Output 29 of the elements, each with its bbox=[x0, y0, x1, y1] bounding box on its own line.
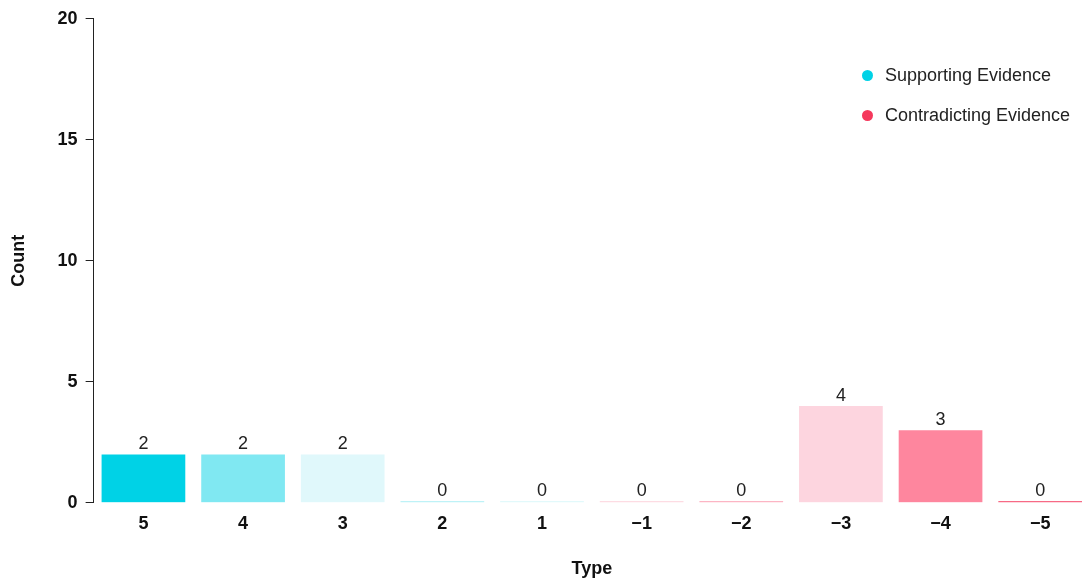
y-tick-label: 0 bbox=[67, 491, 78, 512]
data-label: 2 bbox=[138, 433, 149, 454]
y-tick-label: 20 bbox=[57, 7, 78, 28]
data-label: 2 bbox=[238, 433, 249, 454]
data-label: 0 bbox=[536, 480, 547, 501]
data-label: 0 bbox=[636, 480, 647, 501]
x-tick-label: −5 bbox=[1029, 512, 1051, 533]
y-axis-title: Count bbox=[7, 234, 28, 287]
y-tick-label: 15 bbox=[57, 128, 78, 149]
y-tick-label: 5 bbox=[67, 370, 78, 391]
data-label: 3 bbox=[935, 409, 946, 430]
legend-label: Contradicting Evidence bbox=[883, 103, 1070, 127]
x-tick-label: −1 bbox=[631, 512, 652, 533]
data-label: 2 bbox=[337, 433, 348, 454]
y-tick-label: 10 bbox=[57, 249, 78, 270]
x-tick-label: −3 bbox=[830, 512, 852, 533]
x-tick-label: 4 bbox=[238, 512, 249, 533]
x-tick-label: 3 bbox=[337, 512, 348, 533]
data-label: 4 bbox=[835, 384, 846, 405]
legend-label: Supporting Evidence bbox=[883, 63, 1052, 87]
x-tick-label: 2 bbox=[437, 512, 448, 533]
x-axis-title: Type bbox=[571, 558, 613, 579]
data-label: 0 bbox=[1035, 480, 1046, 501]
data-label: 0 bbox=[437, 480, 448, 501]
data-label: 0 bbox=[736, 480, 747, 501]
x-tick-label: −4 bbox=[930, 512, 951, 533]
x-tick-label: 5 bbox=[138, 512, 149, 533]
x-tick-label: −2 bbox=[731, 512, 752, 533]
x-tick-label: 1 bbox=[536, 512, 547, 533]
